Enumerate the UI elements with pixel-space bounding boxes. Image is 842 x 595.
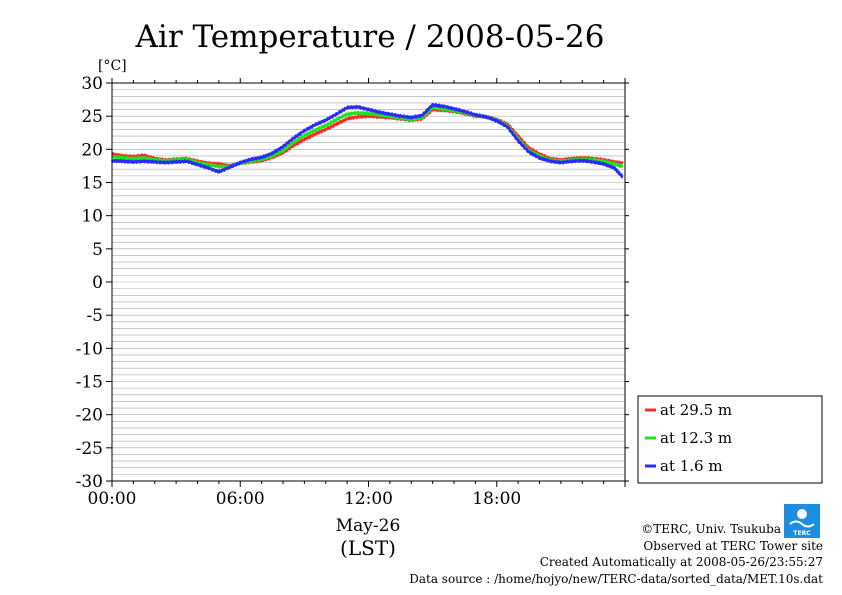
y-axis-unit-label: [°C]: [98, 58, 127, 74]
legend-label: at 12.3 m: [660, 429, 732, 447]
observed-site-text: Observed at TERC Tower site: [643, 539, 823, 553]
y-tick-label: -30: [76, 472, 103, 492]
x-tick-label: 12:00: [344, 489, 393, 509]
y-tick-label: 5: [92, 240, 103, 260]
y-tick-label: -25: [76, 439, 103, 459]
y-tick-label: -20: [76, 406, 103, 426]
y-tick-label: -5: [86, 306, 103, 326]
legend-box: [637, 395, 823, 484]
plot-frame: [111, 82, 626, 482]
terc-logo: TERC: [784, 504, 820, 538]
x-tick-label: 18:00: [472, 489, 521, 509]
legend: at 29.5 m at 12.3 m at 1.6 m: [637, 395, 823, 484]
series-line-3: [110, 102, 624, 179]
x-tick-label: 06:00: [216, 489, 265, 509]
y-tick-label: 15: [81, 174, 103, 194]
copyright-text: ©TERC, Univ. Tsukuba: [641, 522, 781, 536]
y-tick-label: -10: [76, 339, 103, 359]
created-timestamp-text: Created Automatically at 2008-05-26/23:5…: [540, 555, 823, 569]
legend-label: at 1.6 m: [660, 457, 723, 475]
y-tick-label: -15: [76, 373, 103, 393]
data-source-text: Data source : /home/hojyo/new/TERC-data/…: [409, 572, 823, 586]
x-tick-label: 00:00: [88, 489, 137, 509]
legend-label: at 29.5 m: [660, 401, 732, 419]
y-tick-label: 10: [81, 207, 103, 227]
y-tick-label: 25: [81, 107, 103, 127]
x-axis: 00:00 06:00 12:00 18:00: [88, 78, 626, 509]
y-tick-label: 20: [81, 140, 103, 160]
series-line-1: [111, 107, 624, 168]
x-axis-date-label: May-26: [336, 516, 401, 536]
logo-text: TERC: [793, 530, 811, 537]
chart-title: Air Temperature / 2008-05-26: [135, 19, 605, 55]
y-tick-label: 0: [92, 273, 103, 293]
x-axis-title: (LST): [340, 536, 396, 560]
series-lines: [110, 102, 624, 179]
y-tick-label: 30: [81, 74, 103, 94]
grid-lines: [112, 89, 625, 475]
y-axis: 30 25 20 15 10 5 0 -5 -10 -15 -20 -25 -30: [76, 74, 629, 492]
